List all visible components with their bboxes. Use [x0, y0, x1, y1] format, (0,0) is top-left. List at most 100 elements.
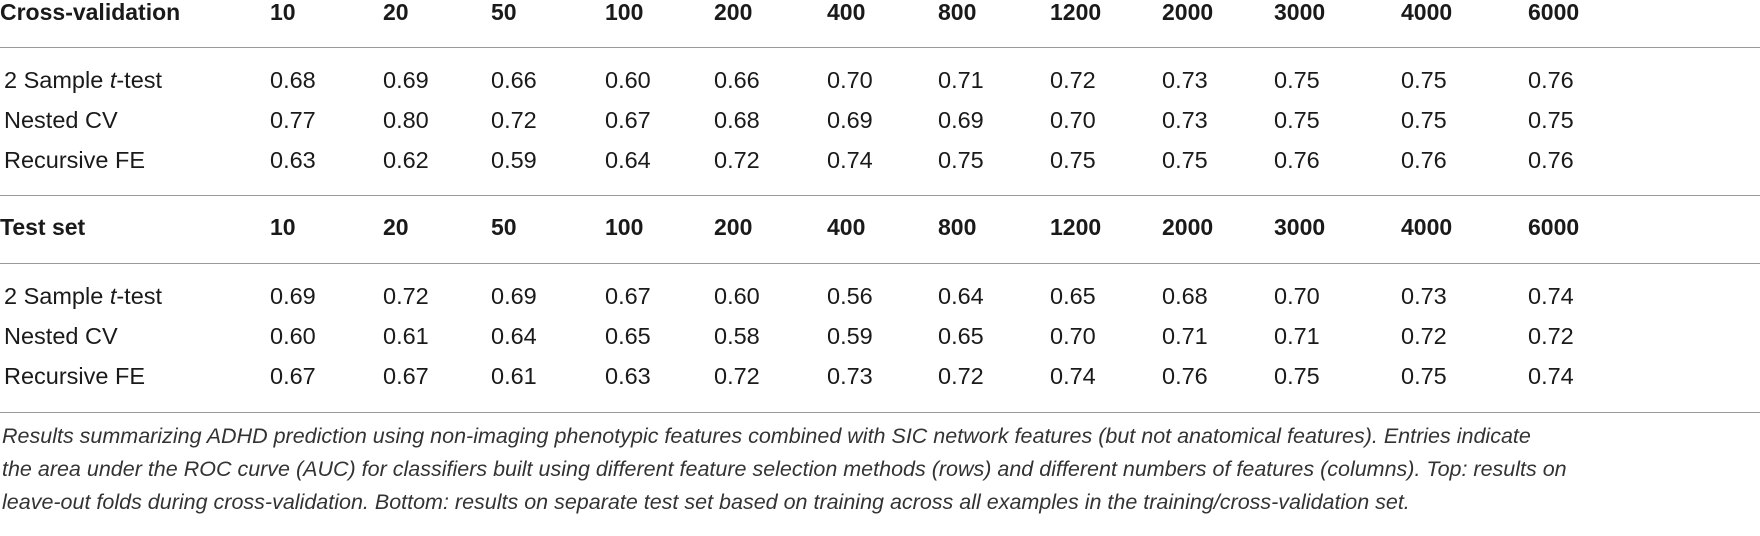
- section-header-cross-validation: Cross-validation 10 20 50 100 200 400 80…: [0, 0, 1760, 30]
- table-cell: 0.72: [491, 107, 537, 133]
- table-cell: 0.75: [1274, 107, 1320, 133]
- column-header: 20: [383, 0, 409, 25]
- caption-line: Results summarizing ADHD prediction usin…: [2, 424, 1531, 448]
- table-cell: 0.71: [938, 67, 984, 93]
- table-caption: Results summarizing ADHD prediction usin…: [2, 420, 1758, 519]
- table-cell: 0.72: [1050, 67, 1096, 93]
- table-cell: 0.65: [605, 323, 651, 349]
- column-header: 3000: [1274, 214, 1326, 240]
- column-header: 400: [827, 214, 866, 240]
- table-cell: 0.72: [938, 363, 984, 389]
- table-cell: 0.73: [827, 363, 873, 389]
- column-header: 4000: [1401, 214, 1453, 240]
- row-label: Nested CV: [4, 107, 118, 133]
- column-header: 800: [938, 0, 977, 25]
- table-cell: 0.61: [383, 323, 429, 349]
- section-label: Cross-validation: [0, 0, 181, 25]
- table-cell: 0.74: [827, 147, 873, 173]
- column-header: 10: [270, 214, 296, 240]
- section-header-test-set: Test set 10 20 50 100 200 400 800 1200 2…: [0, 209, 1760, 245]
- row-label: Recursive FE: [4, 147, 146, 173]
- table-cell: 0.58: [714, 323, 760, 349]
- column-header: 50: [491, 214, 517, 240]
- row-label: Recursive FE: [4, 363, 146, 389]
- table-cell: 0.72: [1528, 323, 1574, 349]
- row-label: Nested CV: [4, 323, 118, 349]
- table-cell: 0.74: [1528, 283, 1574, 309]
- table-cell: 0.56: [827, 283, 873, 309]
- column-header: 1200: [1050, 214, 1102, 240]
- table-cell: 0.74: [1050, 363, 1096, 389]
- table-cell: 0.75: [1401, 67, 1447, 93]
- table-row: 2 Sample t-test 0.69 0.72 0.69 0.67 0.60…: [0, 278, 1760, 314]
- table-cell: 0.76: [1528, 147, 1574, 173]
- column-header: 100: [605, 214, 644, 240]
- table-cell: 0.76: [1528, 67, 1574, 93]
- caption-line: the area under the ROC curve (AUC) for c…: [2, 457, 1567, 481]
- table-cell: 0.64: [605, 147, 651, 173]
- table-cell: 0.65: [1050, 283, 1096, 309]
- table-cell: 0.77: [270, 107, 316, 133]
- table-cell: 0.66: [714, 67, 760, 93]
- table-rule: [0, 195, 1760, 196]
- table-cell: 0.75: [1274, 363, 1320, 389]
- table-cell: 0.80: [383, 107, 429, 133]
- table-cell: 0.70: [1274, 283, 1320, 309]
- table-cell: 0.63: [270, 147, 316, 173]
- table-cell: 0.62: [383, 147, 429, 173]
- column-header: 100: [605, 0, 644, 25]
- table-cell: 0.75: [1401, 107, 1447, 133]
- table-rule: [0, 263, 1760, 264]
- table-cell: 0.76: [1274, 147, 1320, 173]
- table-cell: 0.67: [605, 283, 651, 309]
- table-row: Recursive FE 0.67 0.67 0.61 0.63 0.72 0.…: [0, 358, 1760, 394]
- table-cell: 0.73: [1162, 107, 1208, 133]
- table-cell: 0.72: [714, 147, 760, 173]
- table-cell: 0.69: [383, 67, 429, 93]
- table-cell: 0.67: [270, 363, 316, 389]
- section-label: Test set: [0, 214, 86, 240]
- table-cell: 0.75: [1401, 363, 1447, 389]
- table-cell: 0.72: [714, 363, 760, 389]
- column-header: 200: [714, 0, 753, 25]
- column-header: 4000: [1401, 0, 1453, 25]
- table-cell: 0.75: [1274, 67, 1320, 93]
- column-header: 400: [827, 0, 866, 25]
- table-rule: [0, 412, 1760, 413]
- table-cell: 0.70: [827, 67, 873, 93]
- column-header: 1200: [1050, 0, 1102, 25]
- table-cell: 0.75: [1050, 147, 1096, 173]
- column-header: 200: [714, 214, 753, 240]
- table-row: Recursive FE 0.63 0.62 0.59 0.64 0.72 0.…: [0, 142, 1760, 178]
- table-cell: 0.69: [938, 107, 984, 133]
- column-header: 800: [938, 214, 977, 240]
- table-cell: 0.71: [1274, 323, 1320, 349]
- row-label: 2 Sample t-test: [4, 67, 163, 93]
- row-label: 2 Sample t-test: [4, 283, 163, 309]
- table-cell: 0.66: [491, 67, 537, 93]
- table-cell: 0.75: [1528, 107, 1574, 133]
- table-cell: 0.68: [270, 67, 316, 93]
- table-cell: 0.70: [1050, 107, 1096, 133]
- table-cell: 0.60: [714, 283, 760, 309]
- table-cell: 0.75: [938, 147, 984, 173]
- table-cell: 0.61: [491, 363, 537, 389]
- column-header: 2000: [1162, 0, 1214, 25]
- table-cell: 0.74: [1528, 363, 1574, 389]
- column-header: 6000: [1528, 0, 1580, 25]
- table-cell: 0.60: [270, 323, 316, 349]
- table-cell: 0.70: [1050, 323, 1096, 349]
- table-cell: 0.69: [827, 107, 873, 133]
- table-cell: 0.59: [827, 323, 873, 349]
- table-cell: 0.68: [1162, 283, 1208, 309]
- column-header: 10: [270, 0, 296, 25]
- column-header: 3000: [1274, 0, 1326, 25]
- table-cell: 0.73: [1401, 283, 1447, 309]
- table-cell: 0.76: [1162, 363, 1208, 389]
- table-cell: 0.69: [270, 283, 316, 309]
- table-cell: 0.65: [938, 323, 984, 349]
- table-cell: 0.67: [605, 107, 651, 133]
- table-rule: [0, 47, 1760, 48]
- table-cell: 0.64: [491, 323, 537, 349]
- table-cell: 0.59: [491, 147, 537, 173]
